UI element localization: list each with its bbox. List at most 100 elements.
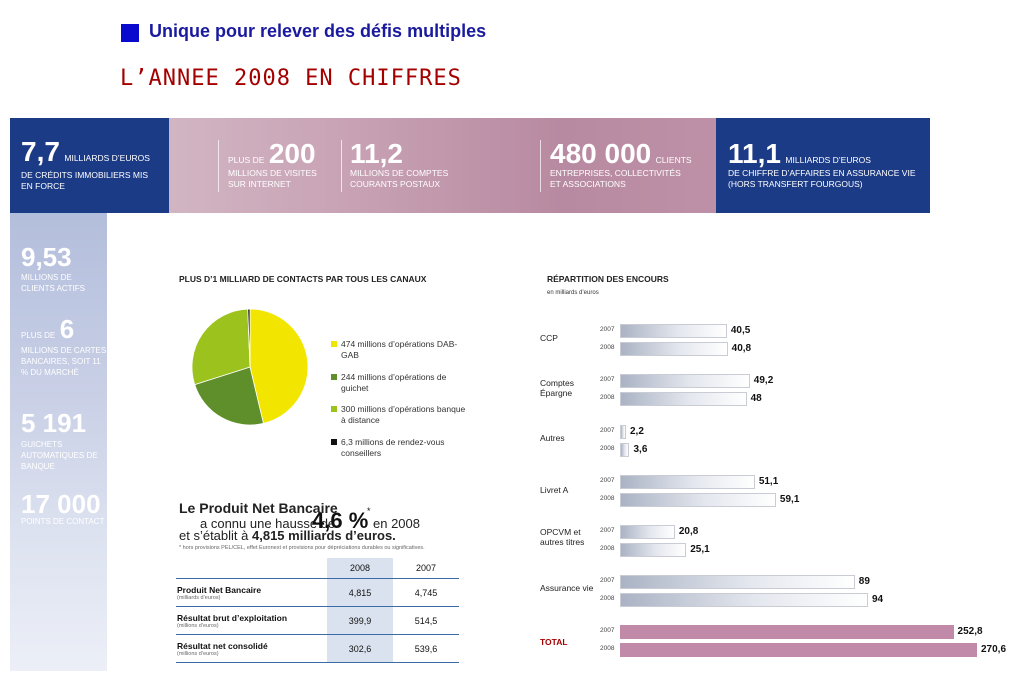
bar-value-label: 89 <box>858 576 870 587</box>
bar-value-label: 252,8 <box>957 626 983 637</box>
pie-chart <box>191 308 309 426</box>
bar-2007 <box>620 425 626 439</box>
legend-entry: 474 millions d’opérations DAB-GAB <box>341 339 458 360</box>
kpi-desc: GUICHETS AUTOMATIQUES DE BANQUE <box>21 440 98 471</box>
kpi-comptes-courants: 11,2 <box>350 138 403 169</box>
left-kpi-band: 9,53 MILLIONS DE CLIENTS ACTIFS PLUS DE … <box>10 213 107 671</box>
kpi-assurance-vie: 11,1 MILLIARDS D’EUROS DE CHIFFRE D’AFFA… <box>716 118 930 213</box>
bar-year-label: 2008 <box>600 545 615 552</box>
financial-results-table: 2008 2007 Produit Net Bancaire (milliards… <box>176 558 459 663</box>
kpi-value: 7,7 <box>21 136 60 167</box>
header-title: Unique pour relever des défis multiples <box>149 21 487 41</box>
bar-category-label: Assurance vie <box>540 583 594 593</box>
pnb-footnote: * hors provisions PEL/CEL, effet Euronex… <box>179 545 425 551</box>
kpi-prefix: PLUS DE <box>21 331 56 340</box>
bar-2007 <box>620 324 727 338</box>
bar-2008 <box>620 342 728 356</box>
kpi-divider <box>341 140 342 192</box>
bar-2007 <box>620 625 954 639</box>
kpi-value: 200 <box>268 138 316 169</box>
pnb-line3-text: et s’établit à <box>179 528 249 543</box>
bar-year-label: 2008 <box>600 344 615 351</box>
legend-entry: 300 millions d’opérations banque à dista… <box>341 404 466 425</box>
bar-2007 <box>620 575 855 589</box>
kpi-desc: DE CHIFFRE D’AFFAIRES EN ASSURANCE VIE (… <box>728 168 916 189</box>
legend-entry: 6,3 millions de rendez-vous conseillers <box>341 437 445 458</box>
kpi-value: 5 191 <box>21 408 87 438</box>
bar-category-label: Comptes Épargne <box>540 378 575 398</box>
bar-year-label: 2007 <box>600 427 615 434</box>
bar-year-label: 2008 <box>600 595 615 602</box>
bar-year-label: 2007 <box>600 627 615 634</box>
table-row-label: Résultat brut d’exploitation (millions d’… <box>176 606 327 635</box>
bar-value-label: 51,1 <box>758 476 779 487</box>
table-header-cell: 2007 <box>415 563 437 573</box>
pie-slice-0 <box>249 308 309 424</box>
kpi-value: 6 <box>59 314 75 344</box>
table-cell: 302,6 <box>327 634 393 663</box>
bar-year-label: 2008 <box>600 645 615 652</box>
legend-swatch <box>331 374 337 380</box>
bar-category-label: CCP <box>540 333 558 343</box>
table-cell: 514,5 <box>393 606 459 635</box>
table-cell: 4,815 <box>327 578 393 607</box>
kpi-clients-entreprises: 480 000 CLIENTS <box>550 140 692 168</box>
table-row: Produit Net Bancaire (milliards d’euros) … <box>176 578 459 607</box>
table-row: Résultat net consolidé (millions d’euros)… <box>176 634 459 663</box>
legend-swatch <box>331 341 337 347</box>
table-header-cell: 2008 <box>327 558 393 579</box>
bar-year-label: 2007 <box>600 326 615 333</box>
bar-value-label: 2,2 <box>630 426 644 437</box>
bar-category-label: OPCVM et autres titres <box>540 527 585 547</box>
pnb-amount: 4,815 milliards d’euros. <box>252 528 396 543</box>
pnb-footnote-mark: * <box>367 506 371 516</box>
kpi-value: 480 000 <box>550 138 652 169</box>
kpi-value: 11,1 <box>728 138 781 169</box>
pie-chart-title: PLUS D’1 MILLIARD DE CONTACTS PAR TOUS L… <box>179 274 427 284</box>
bar-2008 <box>620 392 747 406</box>
table-row: Résultat brut d’exploitation (millions d’… <box>176 606 459 635</box>
bar-value-label: 49,2 <box>753 375 774 386</box>
pie-slice-2 <box>191 308 251 386</box>
bar-value-label: 40,8 <box>731 343 752 354</box>
bar-chart-title: RÉPARTITION DES ENCOURS <box>547 274 669 284</box>
bar-2007 <box>620 475 755 489</box>
bar-year-label: 2007 <box>600 376 615 383</box>
bar-chart-subtitle: en milliards d’euros <box>547 290 599 296</box>
legend-swatch <box>331 406 337 412</box>
bar-2007 <box>620 525 675 539</box>
kpi-desc: MILLIONS DE COMPTES COURANTS POSTAUX <box>350 168 449 189</box>
kpi-desc: DE CRÉDITS IMMOBILIERS MIS EN FORCE <box>21 170 149 191</box>
legend-entry: 244 millions d’opérations de guichet <box>341 372 447 393</box>
bar-year-label: 2008 <box>600 394 615 401</box>
kpi-unit: MILLIARDS D’EUROS <box>785 155 871 165</box>
header-bullet-square <box>121 24 139 42</box>
kpi-value: 9,53 <box>21 242 72 272</box>
bar-year-label: 2007 <box>600 477 615 484</box>
kpi-divider <box>218 140 219 192</box>
pnb-line2: a connu une hausse de <box>200 516 336 531</box>
bar-value-label: 3,6 <box>633 444 648 455</box>
pnb-percentage: 4,6 % <box>312 508 369 533</box>
table-cell: 539,6 <box>393 634 459 663</box>
bar-2008 <box>620 493 776 507</box>
kpi-desc: POINTS DE CONTACT <box>21 517 105 526</box>
bar-2007 <box>620 374 750 388</box>
kpi-desc: MILLIONS DE CLIENTS ACTIFS <box>21 273 86 293</box>
pnb-line3: et s’établit à 4,815 milliards d’euros. <box>179 528 396 543</box>
kpi-credits-immobiliers: 7,7 MILLIARDS D’EUROS DE CRÉDITS IMMOBIL… <box>10 118 169 213</box>
legend-swatch <box>331 439 337 445</box>
bar-value-label: 20,8 <box>678 526 699 537</box>
kpi-desc: ENTREPRISES, COLLECTIVITÉS ET ASSOCIATIO… <box>550 168 681 189</box>
kpi-unit: MILLIARDS D’EUROS <box>64 153 150 163</box>
table-cell: 4,745 <box>393 578 459 607</box>
table-row-label: Produit Net Bancaire (milliards d’euros) <box>176 578 327 607</box>
bar-2008 <box>620 443 630 457</box>
bar-value-label: 48 <box>750 393 762 404</box>
bar-value-label: 59,1 <box>779 494 800 505</box>
bar-year-label: 2007 <box>600 577 615 584</box>
kpi-desc: MILLIONS DE VISITES SUR INTERNET <box>228 168 317 189</box>
bar-year-label: 2007 <box>600 527 615 534</box>
kpi-visites-internet: PLUS DE 200 <box>228 140 316 168</box>
section-title: L’ANNEE 2008 EN CHIFFRES <box>120 66 462 91</box>
